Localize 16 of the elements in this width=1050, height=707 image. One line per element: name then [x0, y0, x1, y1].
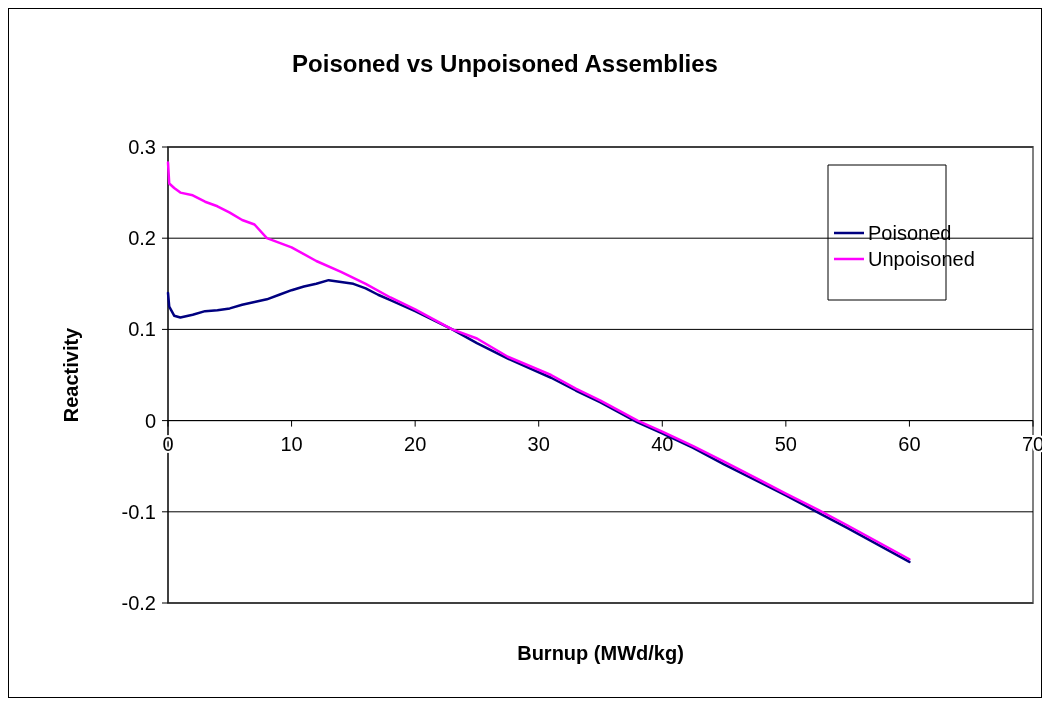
- x-tick-label: 60: [898, 432, 921, 455]
- y-tick-label: 0.3: [128, 136, 156, 158]
- x-tick-label: 30: [527, 432, 550, 455]
- y-tick-label: 0.2: [128, 227, 156, 250]
- x-tick-label: 20: [404, 432, 427, 455]
- x-tick-label: 40: [651, 432, 674, 455]
- y-tick-label: 0.1: [128, 318, 156, 341]
- x-axis-title: Burnup (MWd/kg): [517, 642, 684, 664]
- x-tick-label: 50: [774, 432, 797, 455]
- y-axis-title: Reactivity: [60, 326, 82, 423]
- y-tick-label: 0: [144, 409, 156, 432]
- y-tick-label: -0.1: [121, 500, 156, 523]
- legend-label: Unpoisoned: [868, 248, 975, 270]
- y-tick-label: -0.2: [121, 592, 156, 614]
- chart-title: Poisoned vs Unpoisoned Assemblies: [292, 50, 718, 77]
- x-tick-label: 10: [280, 432, 303, 455]
